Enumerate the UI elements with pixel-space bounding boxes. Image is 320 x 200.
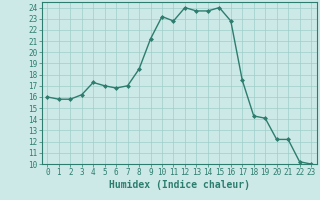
X-axis label: Humidex (Indice chaleur): Humidex (Indice chaleur) — [109, 180, 250, 190]
